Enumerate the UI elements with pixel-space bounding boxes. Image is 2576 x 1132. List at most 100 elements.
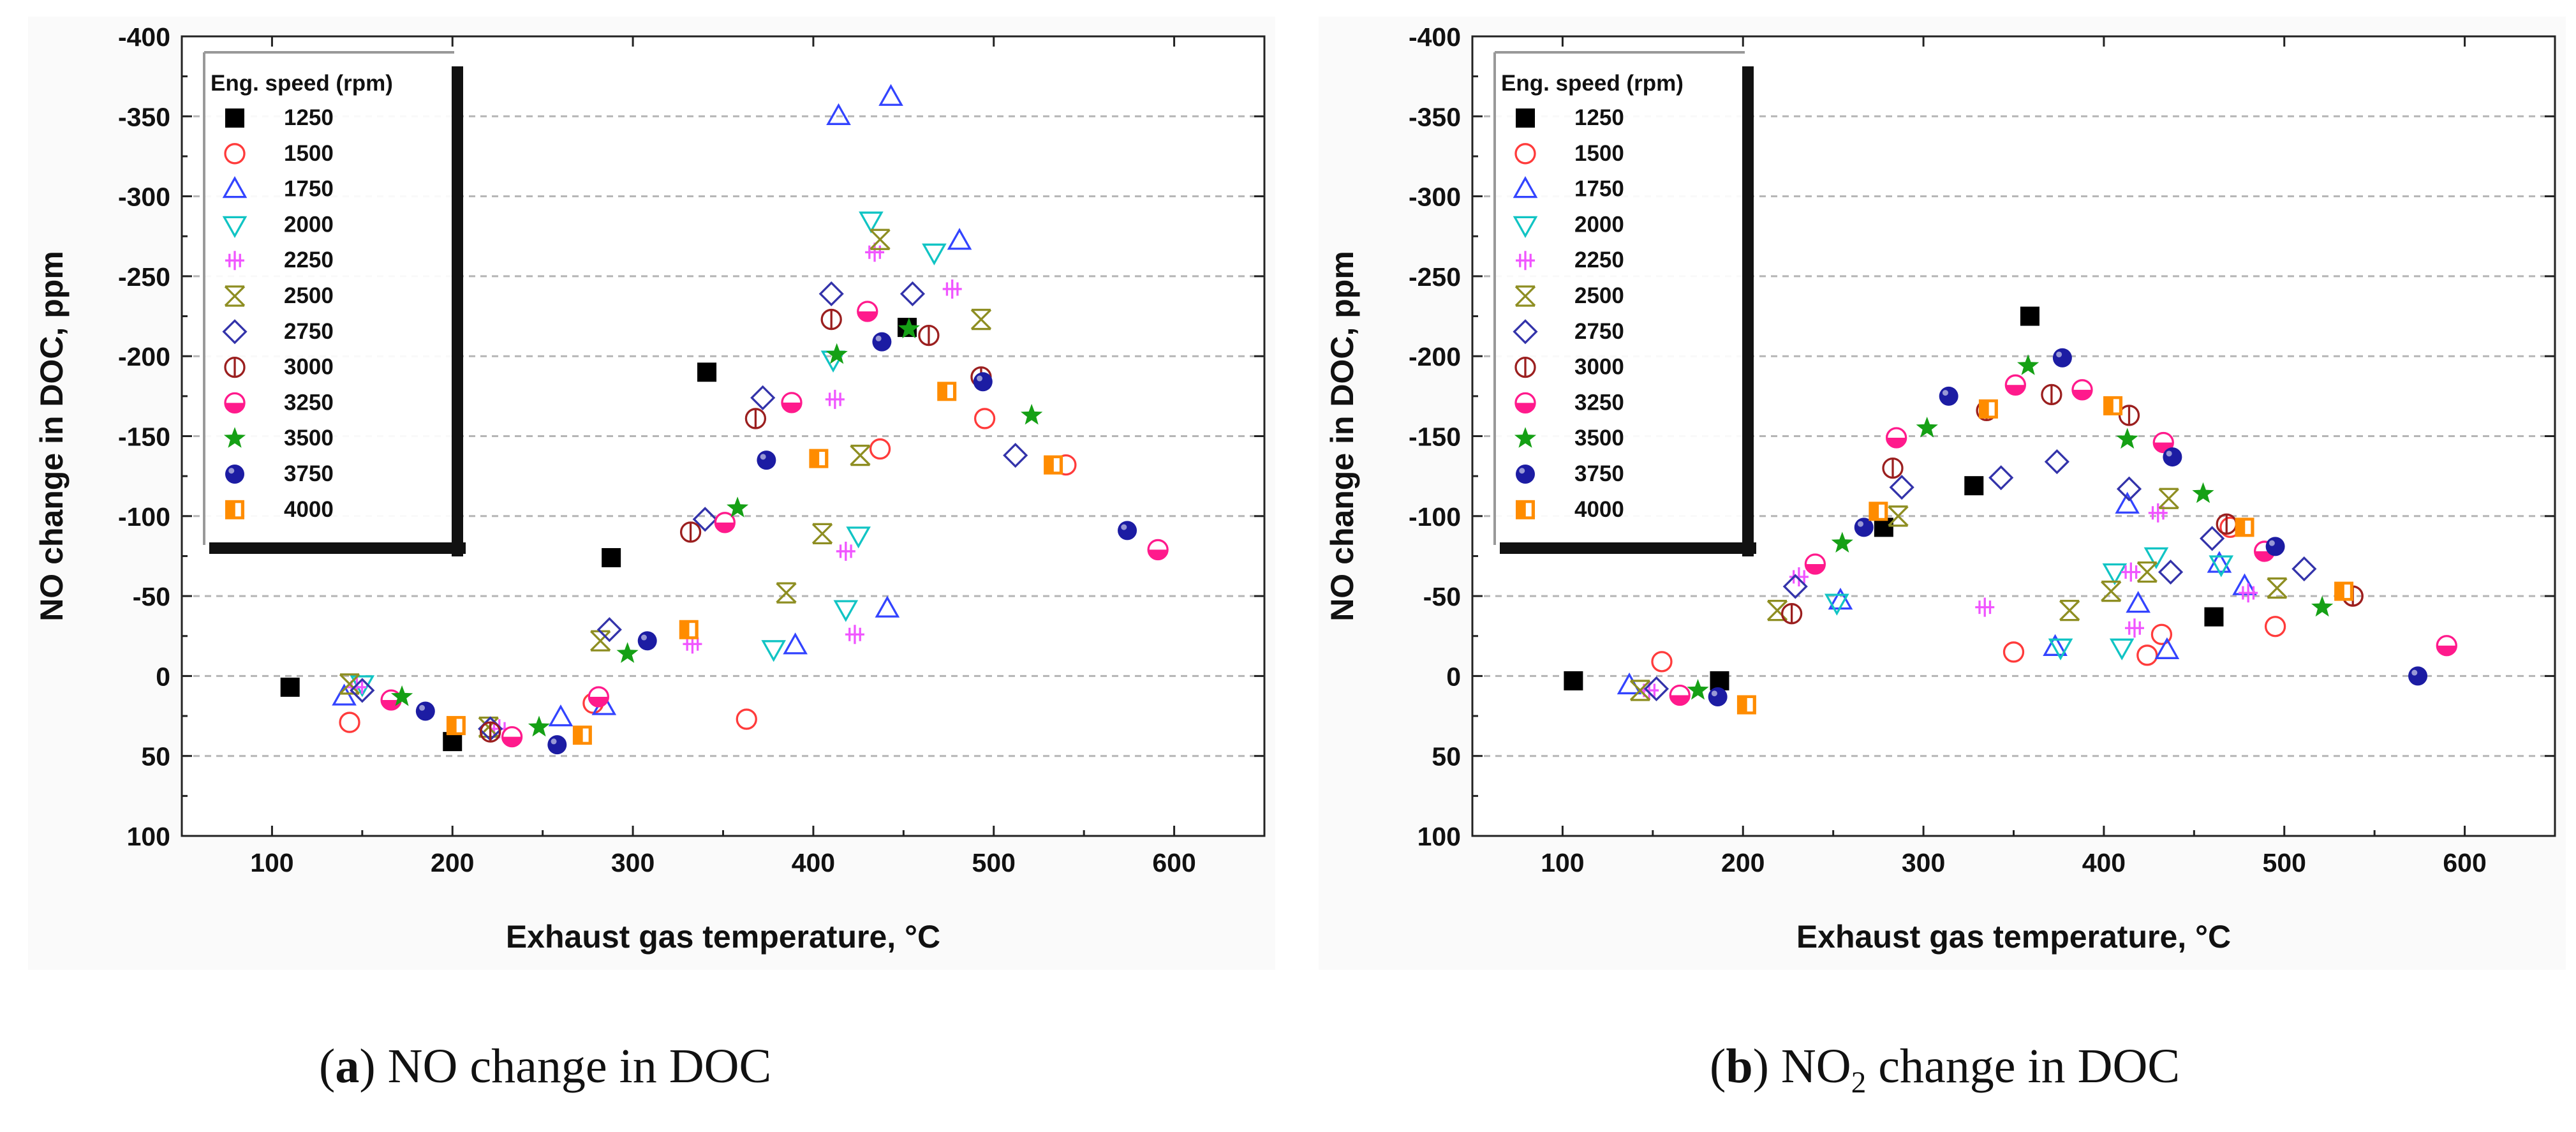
caption-a-text: NO change in DOC bbox=[375, 1039, 772, 1093]
data-point-3750 bbox=[2052, 348, 2072, 368]
data-point-1500 bbox=[2136, 644, 2158, 666]
legend-label-2250: 2250 bbox=[284, 248, 334, 272]
data-point-4000 bbox=[572, 726, 592, 745]
data-point-1500 bbox=[1651, 651, 1673, 673]
data-point-3250 bbox=[1804, 553, 1826, 575]
data-point-3750 bbox=[415, 701, 435, 721]
legend-marker-3500 bbox=[1514, 427, 1537, 448]
y-tick-label: 100 bbox=[127, 822, 170, 851]
data-point-2500 bbox=[2136, 561, 2158, 583]
data-point-4000 bbox=[679, 620, 699, 639]
x-tick-label: 400 bbox=[2082, 848, 2126, 877]
data-point-2750 bbox=[750, 385, 776, 410]
data-point-3000 bbox=[2118, 405, 2140, 426]
legend-marker-4000 bbox=[225, 500, 244, 519]
data-point-3750 bbox=[973, 372, 993, 392]
legend-marker-3250 bbox=[224, 392, 246, 414]
data-point-1250 bbox=[1710, 671, 1729, 690]
data-point-2750 bbox=[1643, 676, 1669, 702]
data-point-4000 bbox=[2103, 396, 2123, 415]
data-point-2750 bbox=[596, 617, 622, 643]
data-point-2250 bbox=[825, 389, 845, 409]
data-point-2500 bbox=[1888, 505, 1909, 527]
legend-label-2250: 2250 bbox=[1574, 248, 1624, 272]
data-point-3500 bbox=[2116, 428, 2138, 449]
data-point-2750 bbox=[2158, 559, 2184, 585]
data-point-3250 bbox=[857, 301, 878, 322]
data-point-2750 bbox=[692, 507, 718, 532]
legend-label-1250: 1250 bbox=[1574, 105, 1624, 130]
data-point-2750 bbox=[818, 281, 844, 307]
data-point-3250 bbox=[1886, 427, 1907, 449]
legend-label-3500: 3500 bbox=[284, 426, 334, 451]
data-point-2500 bbox=[870, 228, 891, 250]
data-point-2750 bbox=[1782, 574, 1808, 599]
data-point-2750 bbox=[350, 678, 375, 703]
data-point-1250 bbox=[2020, 306, 2039, 326]
data-point-3000 bbox=[679, 521, 702, 543]
data-points bbox=[280, 84, 1169, 755]
y-tick-label: -150 bbox=[118, 422, 170, 452]
caption-b-sub: 2 bbox=[1851, 1066, 1867, 1100]
data-point-2750 bbox=[1003, 442, 1028, 468]
caption-b-post: change in DOC bbox=[1866, 1039, 2180, 1093]
legend-marker-1500 bbox=[1514, 143, 1536, 165]
data-point-3500 bbox=[727, 496, 749, 518]
data-point-3500 bbox=[1021, 403, 1043, 425]
data-point-3000 bbox=[2041, 384, 2062, 405]
legend-shadow-right bbox=[452, 66, 463, 556]
legend-marker-3000 bbox=[224, 356, 246, 378]
data-point-2750 bbox=[2116, 476, 2142, 502]
y-tick-label: -200 bbox=[1409, 342, 1461, 371]
data-point-4000 bbox=[1978, 399, 1998, 419]
data-point-1750 bbox=[332, 683, 357, 706]
data-point-2250 bbox=[2239, 583, 2258, 603]
legend-marker-2250 bbox=[225, 251, 244, 271]
data-point-3000 bbox=[918, 324, 940, 346]
data-point-3500 bbox=[2192, 482, 2214, 503]
legend-label-3250: 3250 bbox=[1574, 390, 1624, 415]
legend-label-4000: 4000 bbox=[284, 497, 334, 522]
legend-marker-2000 bbox=[222, 216, 248, 239]
data-point-2000 bbox=[846, 526, 871, 549]
y-tick-label: -50 bbox=[1423, 582, 1461, 611]
data-point-2500 bbox=[1629, 680, 1651, 701]
data-point-1750 bbox=[2043, 634, 2068, 656]
data-point-3250 bbox=[2152, 431, 2174, 454]
data-point-3750 bbox=[637, 631, 657, 651]
data-point-2000 bbox=[2209, 555, 2234, 577]
data-point-3750 bbox=[1939, 386, 1958, 406]
legend-label-2750: 2750 bbox=[284, 319, 334, 344]
data-point-1250 bbox=[2204, 607, 2224, 627]
x-tick-label: 400 bbox=[792, 848, 835, 877]
data-point-1750 bbox=[878, 84, 903, 106]
data-point-2250 bbox=[1640, 680, 1659, 700]
x-axis-label: Exhaust gas temperature, °C bbox=[1796, 919, 2231, 955]
data-point-3500 bbox=[898, 317, 920, 339]
legend-label-2000: 2000 bbox=[284, 212, 334, 237]
legend-label-3750: 3750 bbox=[1574, 461, 1624, 486]
data-point-2000 bbox=[2102, 563, 2128, 586]
data-point-2500 bbox=[970, 308, 992, 331]
data-point-3750 bbox=[2163, 447, 2182, 467]
caption-b-letter: b bbox=[1726, 1039, 1753, 1093]
legend-marker-3750 bbox=[1516, 465, 1535, 484]
data-point-2750 bbox=[2200, 526, 2225, 551]
data-point-1750 bbox=[875, 595, 900, 618]
data-point-2250 bbox=[2125, 618, 2144, 638]
legend-label-1750: 1750 bbox=[1574, 177, 1624, 202]
legend-label-2500: 2500 bbox=[1574, 283, 1624, 308]
legend-marker-2500 bbox=[1514, 285, 1536, 307]
data-point-4000 bbox=[1869, 502, 1888, 521]
caption-b-pre: NO bbox=[1768, 1039, 1851, 1093]
data-point-1500 bbox=[869, 438, 891, 460]
data-point-3500 bbox=[528, 715, 551, 737]
x-tick-label: 600 bbox=[1152, 848, 1195, 877]
legend-marker-2250 bbox=[1516, 251, 1535, 271]
data-point-3500 bbox=[1916, 417, 1938, 438]
data-point-2750 bbox=[899, 281, 926, 307]
data-point-1750 bbox=[2126, 591, 2150, 613]
y-tick-label: -250 bbox=[1409, 262, 1461, 292]
